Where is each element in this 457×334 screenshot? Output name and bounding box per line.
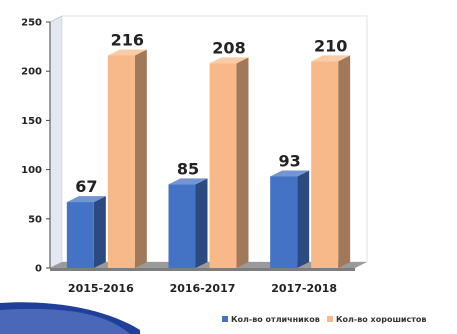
data-label: 210 — [314, 36, 347, 55]
bar-top — [168, 178, 208, 185]
side-wall — [49, 15, 63, 269]
bar-front — [107, 55, 135, 269]
data-label: 208 — [212, 38, 245, 57]
bar-top — [107, 49, 147, 56]
bar-top — [270, 170, 310, 177]
bar — [107, 49, 147, 269]
bar — [311, 55, 351, 268]
bar-top — [66, 196, 106, 203]
data-label: 85 — [177, 159, 199, 178]
y-tick-label: 200 — [21, 67, 42, 78]
data-label: 67 — [75, 177, 97, 196]
x-axis: 2015-2016 2016-2017 2017-2018 — [68, 282, 337, 295]
bar — [270, 170, 310, 268]
bar-side — [195, 178, 208, 268]
legend-label: Кол-во отличников — [231, 315, 320, 324]
bar-front — [168, 184, 196, 268]
x-tick-label: 2016-2017 — [170, 282, 236, 295]
y-tick-label: 150 — [21, 116, 42, 127]
y-tick-label: 100 — [21, 165, 42, 176]
x-tick-label: 2015-2016 — [68, 282, 134, 295]
y-axis: 0 50 100 150 200 250 — [21, 18, 51, 275]
y-tick-label: 50 — [28, 214, 42, 225]
bar-side — [134, 49, 147, 269]
bar-top — [311, 55, 351, 62]
x-tick-label: 2017-2018 — [271, 282, 337, 295]
swoosh-decoration — [0, 302, 140, 334]
bar — [168, 178, 208, 268]
data-label: 93 — [279, 151, 301, 170]
floor-edge — [50, 268, 355, 271]
y-tick-label: 0 — [35, 264, 42, 275]
bar — [209, 57, 249, 268]
legend: Кол-во отличников Кол-во хорошистов — [222, 315, 426, 324]
bar-front — [209, 63, 237, 268]
bar-front — [66, 202, 94, 268]
bar-front — [270, 176, 298, 268]
bar-side — [338, 55, 351, 268]
bar-front — [311, 61, 339, 268]
bar-top — [209, 57, 249, 64]
bar-side — [236, 57, 249, 268]
legend-label: Кол-во хорошистов — [336, 315, 426, 324]
bar-side — [297, 170, 310, 268]
data-label: 216 — [111, 30, 144, 49]
legend-swatch — [327, 316, 333, 322]
y-tick-label: 250 — [21, 18, 42, 29]
legend-item: Кол-во отличников — [222, 315, 320, 324]
title-cut-decoration — [0, 0, 457, 14]
legend-swatch — [222, 316, 228, 322]
bar — [66, 196, 106, 268]
bar-side — [93, 196, 106, 268]
bars — [66, 49, 351, 269]
legend-item: Кол-во хорошистов — [327, 315, 426, 324]
data-labels: 67 216 85 208 93 210 — [75, 30, 347, 196]
